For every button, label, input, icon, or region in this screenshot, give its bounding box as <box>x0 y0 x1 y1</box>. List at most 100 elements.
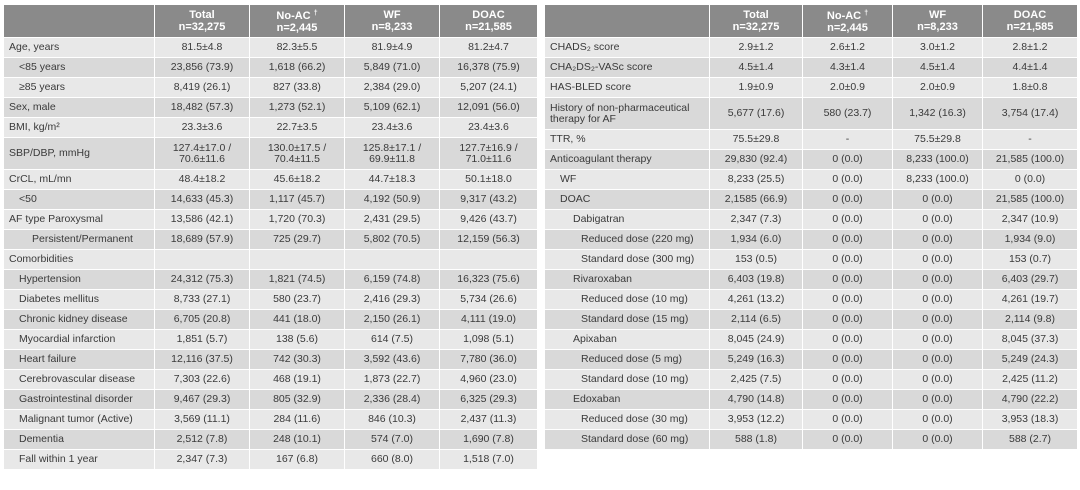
cell-wf: 3,592 (43.6) <box>345 350 439 369</box>
cell-wf: 125.8±17.1 / 69.9±11.8 <box>345 138 439 169</box>
table-row: <50 14,633 (45.3) 1,117 (45.7) 4,192 (50.9)… <box>4 190 537 209</box>
cell-total: 5,677 (17.6) <box>710 98 802 129</box>
cell-total: 3,569 (11.1) <box>155 410 249 429</box>
cell-doac: 16,378 (75.9) <box>440 58 537 77</box>
table-row: TTR, % 75.5±29.8-75.5±29.8- <box>545 130 1077 149</box>
cell-total: 8,419 (26.1) <box>155 78 249 97</box>
row-label: CrCL, mL/mn <box>4 170 154 189</box>
cell-wf: 4.5±1.4 <box>893 58 982 77</box>
cell-doac: 12,159 (56.3) <box>440 230 537 249</box>
cell-doac: 81.2±4.7 <box>440 38 537 57</box>
cell-noac: 0 (0.0) <box>803 310 892 329</box>
cell-doac: 7,780 (36.0) <box>440 350 537 369</box>
cell-doac: - <box>983 130 1077 149</box>
cell-total: 29,830 (92.4) <box>710 150 802 169</box>
row-label: Standard dose (300 mg) <box>545 250 709 269</box>
cell-wf: 0 (0.0) <box>893 410 982 429</box>
cell-wf: 8,233 (100.0) <box>893 170 982 189</box>
row-label: History of non-pharmaceutical therapy fo… <box>545 98 709 129</box>
cell-total: 2.9±1.2 <box>710 38 802 57</box>
header-blank <box>4 5 154 37</box>
row-label: Chronic kidney disease <box>4 310 154 329</box>
cell-total: 5,249 (16.3) <box>710 350 802 369</box>
cell-wf: 75.5±29.8 <box>893 130 982 149</box>
cell-doac: 9,317 (43.2) <box>440 190 537 209</box>
cell-total: 2,425 (7.5) <box>710 370 802 389</box>
cell-wf: 0 (0.0) <box>893 190 982 209</box>
header-doac: DOAC n=21,585 <box>983 5 1077 37</box>
cell-wf: 0 (0.0) <box>893 290 982 309</box>
cell-wf: 1,342 (16.3) <box>893 98 982 129</box>
cell-total: 48.4±18.2 <box>155 170 249 189</box>
cell-wf <box>345 250 439 269</box>
cell-wf: 0 (0.0) <box>893 390 982 409</box>
cell-total: 14,633 (45.3) <box>155 190 249 209</box>
cell-noac: 0 (0.0) <box>803 150 892 169</box>
cell-wf: 4,192 (50.9) <box>345 190 439 209</box>
row-label: <85 years <box>4 58 154 77</box>
cell-wf: 5,109 (62.1) <box>345 98 439 117</box>
cell-total <box>155 250 249 269</box>
cell-doac: 5,249 (24.3) <box>983 350 1077 369</box>
cell-noac: 45.6±18.2 <box>250 170 344 189</box>
table-row: BMI, kg/m² 23.3±3.6 22.7±3.5 23.4±3.6 23.4±3… <box>4 118 537 137</box>
cell-noac: 0 (0.0) <box>803 330 892 349</box>
cell-total: 8,233 (25.5) <box>710 170 802 189</box>
cell-wf: 44.7±18.3 <box>345 170 439 189</box>
row-label: Comorbidities <box>4 250 154 269</box>
cell-wf: 2.0±0.9 <box>893 78 982 97</box>
row-label: Dementia <box>4 430 154 449</box>
row-label: Dabigatran <box>545 210 709 229</box>
table-row: Rivaroxaban 6,403 (19.8) 0 (0.0) 0 (0.0) 6,4… <box>545 270 1077 289</box>
cell-total: 8,733 (27.1) <box>155 290 249 309</box>
cell-doac: 4,960 (23.0) <box>440 370 537 389</box>
cell-noac: 827 (33.8) <box>250 78 344 97</box>
cell-noac: 441 (18.0) <box>250 310 344 329</box>
row-label: Myocardial infarction <box>4 330 154 349</box>
header-total: Total n=32,275 <box>155 5 249 37</box>
cell-wf: 0 (0.0) <box>893 310 982 329</box>
cell-noac: 0 (0.0) <box>803 170 892 189</box>
cell-total: 4,261 (13.2) <box>710 290 802 309</box>
cell-doac: 4,111 (19.0) <box>440 310 537 329</box>
cell-noac: 1,117 (45.7) <box>250 190 344 209</box>
cell-noac: 0 (0.0) <box>803 210 892 229</box>
table-row: Reduced dose (30 mg) 3,953 (12.2) 0 (0.0) 0… <box>545 410 1077 429</box>
table-row: Dementia 2,512 (7.8) 248 (10.1) 574 (7.0) 1,… <box>4 430 537 449</box>
cell-doac: 9,426 (43.7) <box>440 210 537 229</box>
cell-doac: 4,790 (22.2) <box>983 390 1077 409</box>
table-row: Heart failure 12,116 (37.5) 742 (30.3) 3,59… <box>4 350 537 369</box>
row-label: ≥85 years <box>4 78 154 97</box>
cell-wf: 0 (0.0) <box>893 230 982 249</box>
cell-wf: 574 (7.0) <box>345 430 439 449</box>
table-row: Standard dose (15 mg) 2,114 (6.5) 0 (0.0) 0… <box>545 310 1077 329</box>
cell-doac: 50.1±18.0 <box>440 170 537 189</box>
table-row: CHA₂DS₂-VASc score 4.5±1.4 4.3±1.4 4.5±1.4 4… <box>545 58 1077 77</box>
cell-wf: 0 (0.0) <box>893 350 982 369</box>
table-row: Age, years 81.5±4.8 82.3±5.5 81.9±4.9 81.2±4… <box>4 38 537 57</box>
cell-wf: 614 (7.5) <box>345 330 439 349</box>
cell-doac: 2,425 (11.2) <box>983 370 1077 389</box>
cell-wf: 6,159 (74.8) <box>345 270 439 289</box>
cell-total: 2,347 (7.3) <box>710 210 802 229</box>
table-row: Sex, male 18,482 (57.3) 1,273 (52.1) 5,109 … <box>4 98 537 117</box>
cell-total: 1,934 (6.0) <box>710 230 802 249</box>
row-label: Apixaban <box>545 330 709 349</box>
cell-total: 153 (0.5) <box>710 250 802 269</box>
table-row: SBP/DBP, mmHg 127.4±17.0 / 70.6±11.6 130.0… <box>4 138 537 169</box>
cell-total: 1,851 (5.7) <box>155 330 249 349</box>
row-label: <50 <box>4 190 154 209</box>
header-blank <box>545 5 709 37</box>
row-label: Diabetes mellitus <box>4 290 154 309</box>
table-row: HAS-BLED score 1.9±0.9 2.0±0.9 2.0±0.9 1.8±0… <box>545 78 1077 97</box>
cell-noac: 0 (0.0) <box>803 390 892 409</box>
table-row: CrCL, mL/mn 48.4±18.2 45.6±18.2 44.7±18.3 50… <box>4 170 537 189</box>
table-row: Diabetes mellitus 8,733 (27.1) 580 (23.7) 2… <box>4 290 537 309</box>
cell-wf: 81.9±4.9 <box>345 38 439 57</box>
header-wf: WF n=8,233 <box>345 5 439 37</box>
cell-noac: 1,720 (70.3) <box>250 210 344 229</box>
cell-doac: 1,518 (7.0) <box>440 450 537 469</box>
cell-noac: 2.0±0.9 <box>803 78 892 97</box>
cell-total: 6,705 (20.8) <box>155 310 249 329</box>
cell-doac: 1,098 (5.1) <box>440 330 537 349</box>
